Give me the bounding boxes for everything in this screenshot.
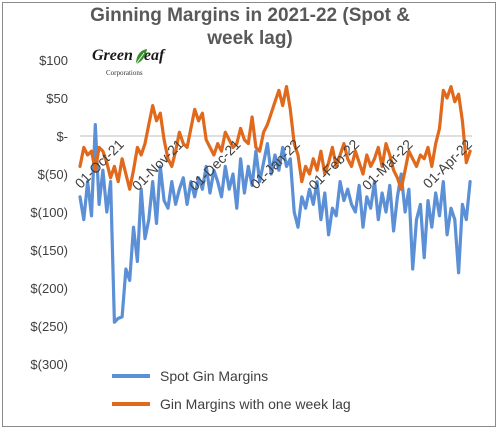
series-line-gin-margins-week-lag — [78, 85, 472, 191]
legend-label: Gin Margins with one week lag — [160, 396, 351, 412]
y-tick-label: $(100) — [30, 205, 68, 220]
y-axis-ticks: $100 $50 $- $(50) $(100) $(150) $(200) $(250) $(… — [30, 53, 68, 372]
leaf-icon — [135, 49, 147, 65]
chart-title: Ginning Margins in 2021-22 (Spot & week … — [60, 4, 440, 50]
y-tick-label: $(250) — [30, 319, 68, 334]
y-tick-label: $(150) — [30, 243, 68, 258]
y-tick-label: $(50) — [38, 167, 68, 182]
y-tick-label: $- — [56, 129, 68, 144]
chart-title-line-2: week lag) — [207, 28, 293, 49]
logo-name-right: eaf — [143, 47, 165, 64]
y-tick-label: $(200) — [30, 281, 68, 296]
logo-name-left: Green — [92, 47, 133, 64]
legend-label: Spot Gin Margins — [160, 368, 268, 384]
legend: Spot Gin Margins Gin Margins with one wee… — [112, 368, 351, 412]
chart-title-line-1: Ginning Margins in 2021-22 (Spot & — [90, 5, 410, 26]
greenleaf-logo: Green eaf Corporations — [92, 47, 182, 87]
logo-wordmark: Green eaf — [92, 47, 164, 65]
logo-subtitle: Corporations — [106, 69, 143, 77]
y-tick-label: $50 — [46, 91, 68, 106]
series-lines — [78, 85, 472, 324]
series-line-spot-gin-margins — [78, 123, 472, 324]
y-tick-label: $100 — [39, 53, 68, 68]
y-tick-label: $(300) — [30, 357, 68, 372]
